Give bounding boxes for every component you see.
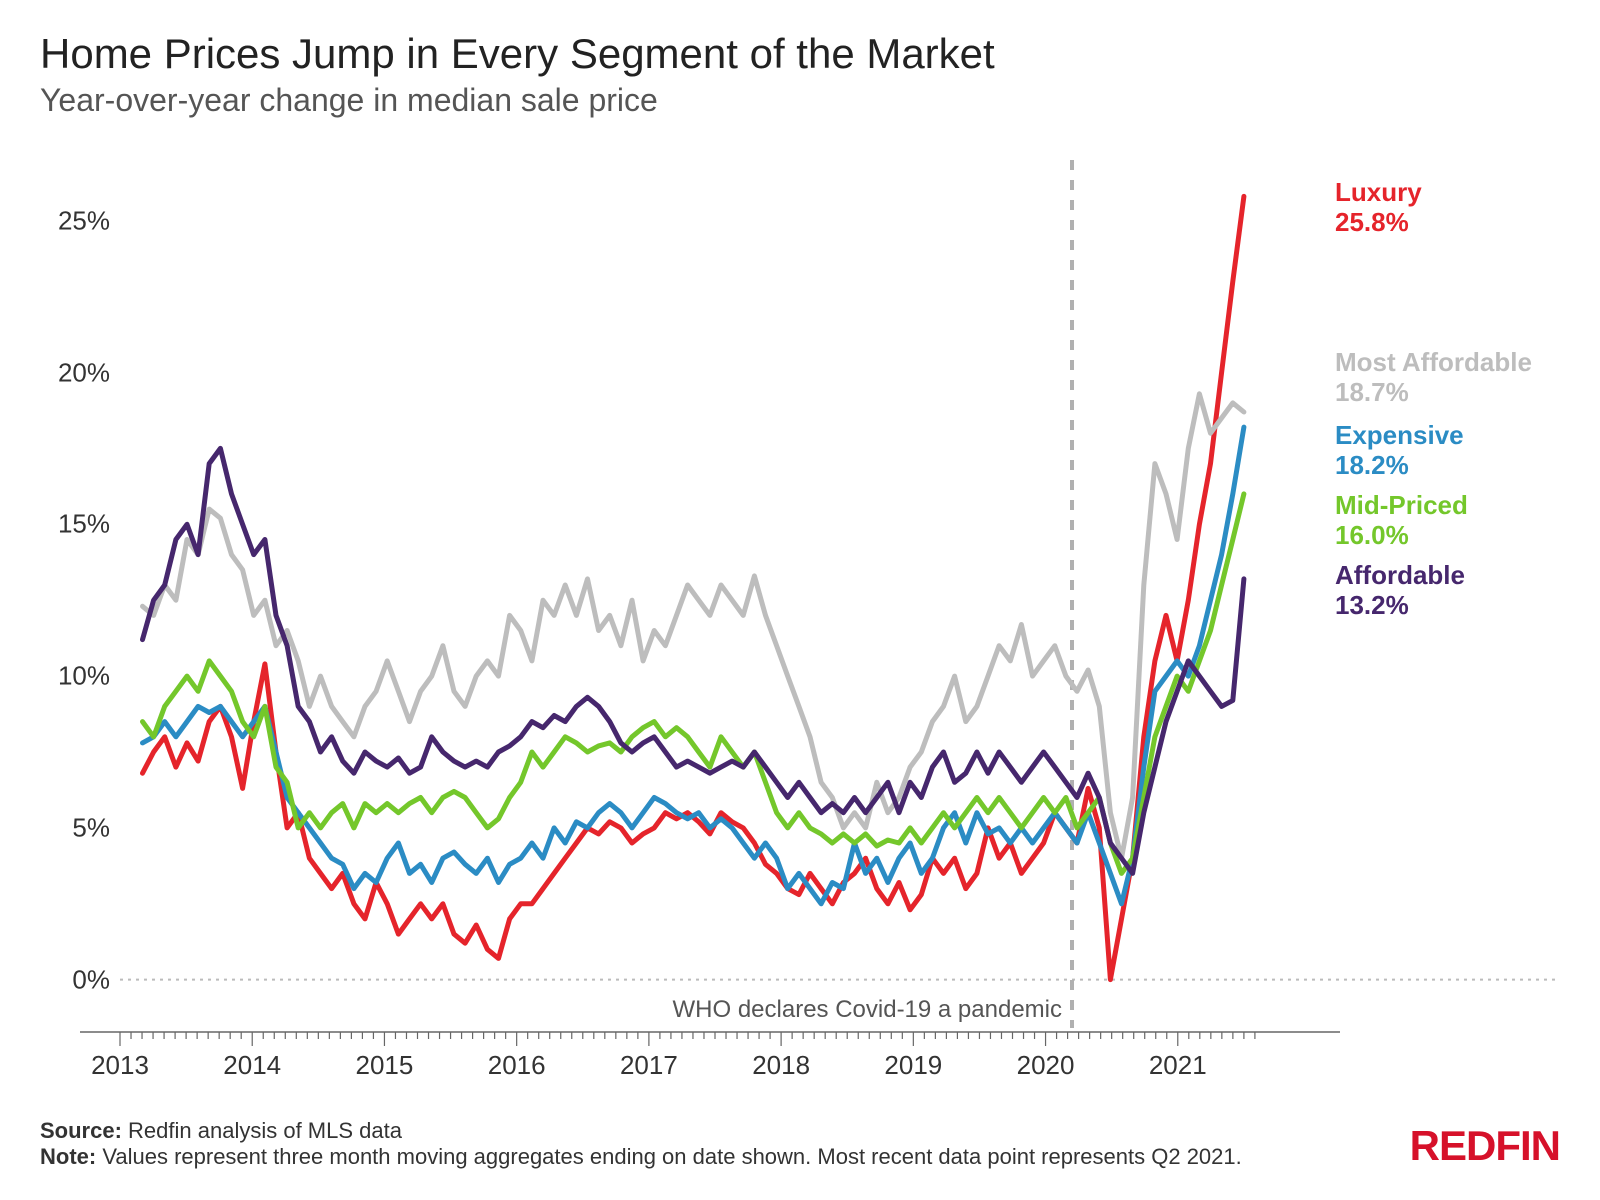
series-end-label: Affordable13.2%: [1335, 561, 1465, 621]
x-axis-tick-label: 2020: [1017, 1050, 1075, 1081]
note-line: Note: Values represent three month movin…: [40, 1144, 1560, 1170]
chart-title: Home Prices Jump in Every Segment of the…: [40, 30, 1560, 78]
x-axis-tick-label: 2014: [223, 1050, 281, 1081]
line-chart-svg: [40, 150, 1560, 1070]
redfin-logo: REDFIN: [1410, 1122, 1560, 1170]
source-text: Redfin analysis of MLS data: [122, 1118, 402, 1143]
series-end-label: Expensive18.2%: [1335, 421, 1464, 481]
x-axis-tick-label: 2016: [488, 1050, 546, 1081]
x-axis-tick-label: 2019: [884, 1050, 942, 1081]
series-end-label: Most Affordable18.7%: [1335, 348, 1532, 408]
y-axis-tick-label: 5%: [30, 812, 110, 843]
source-label: Source:: [40, 1118, 122, 1143]
plot-area: 0%5%10%15%20%25% 20132014201520162017201…: [40, 150, 1560, 1070]
chart-subtitle: Year-over-year change in median sale pri…: [40, 82, 1560, 119]
x-axis-tick-label: 2018: [752, 1050, 810, 1081]
x-axis-tick-label: 2013: [91, 1050, 149, 1081]
series-end-label: Mid-Priced16.0%: [1335, 491, 1468, 551]
x-axis-tick-label: 2017: [620, 1050, 678, 1081]
note-label: Note:: [40, 1144, 96, 1169]
series-end-label: Luxury25.8%: [1335, 178, 1422, 238]
y-axis-tick-label: 15%: [30, 509, 110, 540]
chart-figure: Home Prices Jump in Every Segment of the…: [0, 0, 1600, 1200]
x-axis-tick-label: 2021: [1149, 1050, 1207, 1081]
chart-footer: Source: Redfin analysis of MLS data Note…: [40, 1118, 1560, 1170]
source-line: Source: Redfin analysis of MLS data: [40, 1118, 1560, 1144]
note-text: Values represent three month moving aggr…: [96, 1144, 1242, 1169]
y-axis-tick-label: 25%: [30, 205, 110, 236]
y-axis-tick-label: 20%: [30, 357, 110, 388]
covid-annotation: WHO declares Covid-19 a pandemic: [673, 996, 1063, 1024]
y-axis-tick-label: 10%: [30, 661, 110, 692]
x-axis-tick-label: 2015: [356, 1050, 414, 1081]
y-axis-tick-label: 0%: [30, 964, 110, 995]
